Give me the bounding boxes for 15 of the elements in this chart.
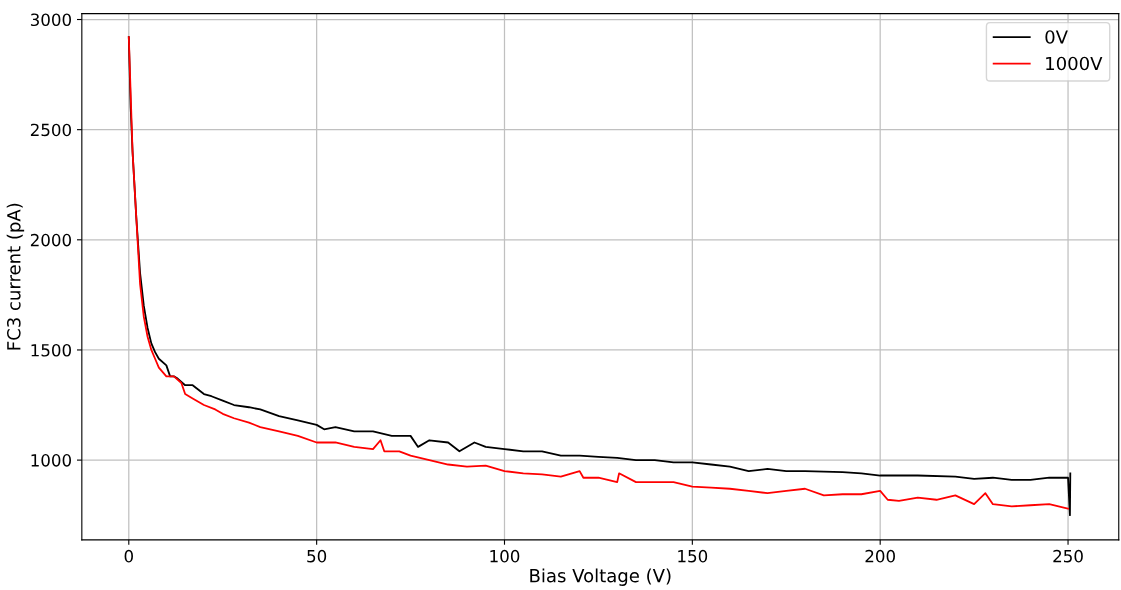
y-tick-label: 2000 xyxy=(30,233,71,247)
y-tick-label: 2500 xyxy=(30,123,71,137)
x-tick-label: 200 xyxy=(865,549,895,563)
x-tick-label: 100 xyxy=(490,549,520,563)
y-tick-label: 1000 xyxy=(31,454,71,467)
y-axis-title: FC3 current (pA) xyxy=(6,203,25,350)
x-axis-title: Bias Voltage (V) xyxy=(530,568,671,586)
legend-label: 0V xyxy=(1045,30,1068,44)
x-tick-label: 50 xyxy=(307,549,327,563)
x-tick-label: 250 xyxy=(1053,549,1083,563)
y-tick-label: 1500 xyxy=(31,343,71,357)
x-tick-label: 0 xyxy=(124,549,133,563)
x-tick-label: 150 xyxy=(678,549,708,563)
legend-label: 1000V xyxy=(1046,56,1103,71)
y-tick-label: 3000 xyxy=(30,13,71,27)
